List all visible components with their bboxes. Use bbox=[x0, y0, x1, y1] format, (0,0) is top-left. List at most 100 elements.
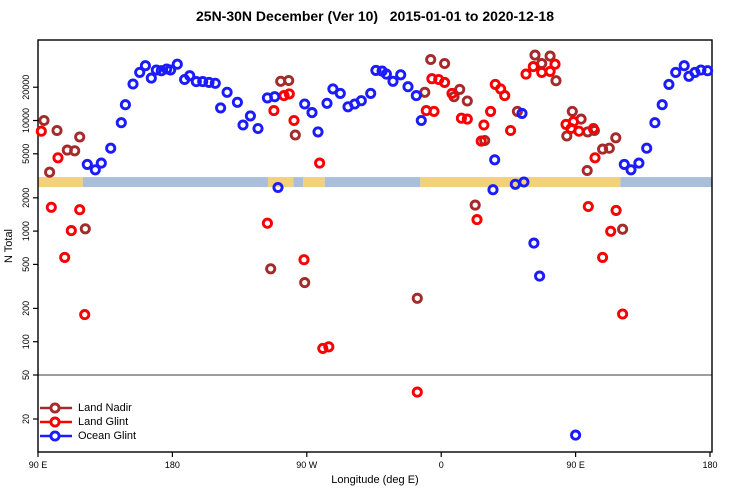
data-point bbox=[649, 117, 661, 129]
data-point bbox=[272, 181, 284, 194]
legend-item-land-glint: Land Glint bbox=[40, 415, 136, 429]
y-tick-label: 20000 bbox=[21, 75, 31, 100]
data-point bbox=[461, 95, 473, 107]
y-tick-label: 2000 bbox=[21, 188, 31, 208]
data-point bbox=[79, 223, 91, 235]
surface-band-ocean bbox=[82, 177, 268, 188]
data-point bbox=[670, 66, 682, 78]
data-point bbox=[641, 142, 653, 154]
data-point bbox=[237, 119, 249, 131]
data-point bbox=[312, 126, 324, 138]
data-point bbox=[38, 114, 50, 127]
x-tick-label: 180 bbox=[702, 460, 717, 470]
data-point bbox=[244, 110, 256, 122]
legend-symbol bbox=[40, 402, 72, 414]
data-point bbox=[527, 61, 539, 73]
data-point bbox=[446, 87, 458, 99]
data-point bbox=[455, 112, 467, 124]
surface-band-ocean bbox=[293, 177, 304, 188]
data-point bbox=[165, 64, 177, 76]
data-point bbox=[663, 78, 675, 90]
data-point bbox=[306, 107, 318, 119]
data-point bbox=[134, 66, 146, 78]
data-point bbox=[489, 154, 501, 166]
x-tick-label: 0 bbox=[439, 460, 444, 470]
data-point bbox=[327, 83, 339, 95]
y-tick-label: 1000 bbox=[21, 221, 31, 241]
data-point bbox=[402, 81, 414, 93]
legend-symbol bbox=[40, 416, 72, 428]
data-point bbox=[439, 57, 451, 70]
x-tick-label: 90 W bbox=[296, 460, 318, 470]
data-point bbox=[44, 166, 56, 178]
data-point bbox=[69, 145, 81, 157]
data-point bbox=[45, 201, 57, 213]
data-point bbox=[145, 72, 157, 84]
data-point bbox=[269, 91, 281, 103]
legend-label: Land Glint bbox=[78, 416, 129, 428]
y-tick-label: 10000 bbox=[21, 108, 31, 133]
data-point bbox=[299, 98, 311, 110]
data-point bbox=[471, 214, 483, 226]
legend: Land Nadir Land Glint Ocean Glint bbox=[40, 401, 136, 443]
x-tick-label: 180 bbox=[165, 460, 180, 470]
legend-item-ocean-glint: Ocean Glint bbox=[40, 429, 136, 443]
data-point bbox=[221, 86, 233, 98]
data-point bbox=[597, 251, 609, 263]
data-point bbox=[566, 105, 578, 117]
data-point bbox=[485, 105, 497, 117]
data-point bbox=[252, 122, 264, 135]
data-point bbox=[288, 114, 300, 127]
data-point bbox=[610, 204, 622, 216]
data-point bbox=[89, 164, 101, 176]
data-point bbox=[283, 88, 295, 100]
data-point bbox=[65, 225, 77, 237]
surface-band-land bbox=[38, 177, 83, 188]
data-point bbox=[79, 309, 91, 321]
data-point bbox=[74, 131, 86, 143]
data-point bbox=[425, 53, 437, 66]
data-point bbox=[203, 76, 215, 88]
data-point bbox=[190, 76, 202, 88]
series-land-nadir bbox=[38, 49, 629, 304]
data-point bbox=[59, 251, 71, 263]
data-point bbox=[197, 76, 209, 88]
data-point bbox=[283, 74, 295, 87]
data-point bbox=[589, 152, 601, 164]
data-point bbox=[534, 270, 546, 282]
chart-title: 25N-30N December (Ver 10) 2015-01-01 to … bbox=[196, 8, 554, 24]
surface-band-ocean bbox=[620, 177, 712, 188]
surface-band-land bbox=[303, 177, 325, 188]
data-point bbox=[529, 49, 541, 61]
data-point bbox=[323, 341, 335, 353]
y-tick-label: 50 bbox=[21, 370, 31, 380]
legend-label: Land Nadir bbox=[78, 402, 132, 414]
data-point bbox=[51, 124, 63, 137]
data-point bbox=[81, 158, 93, 170]
data-point bbox=[370, 64, 382, 76]
data-point bbox=[52, 152, 64, 164]
data-point bbox=[355, 95, 367, 107]
data-point bbox=[35, 125, 47, 137]
data-point bbox=[469, 199, 481, 211]
data-point bbox=[439, 76, 451, 88]
plot-box bbox=[37, 39, 713, 453]
data-point bbox=[410, 90, 422, 102]
data-point bbox=[115, 117, 127, 129]
data-point bbox=[289, 129, 301, 141]
data-point bbox=[317, 342, 329, 354]
data-point bbox=[610, 132, 622, 144]
data-point bbox=[314, 157, 326, 169]
legend-label: Ocean Glint bbox=[78, 430, 137, 442]
data-point bbox=[365, 87, 377, 99]
data-point bbox=[127, 78, 139, 90]
data-point bbox=[499, 90, 511, 102]
x-tick-label: 90 E bbox=[29, 460, 48, 470]
data-point bbox=[487, 184, 499, 196]
data-point bbox=[603, 142, 615, 154]
data-point bbox=[544, 65, 556, 77]
data-point bbox=[617, 308, 629, 320]
data-point bbox=[428, 105, 440, 117]
